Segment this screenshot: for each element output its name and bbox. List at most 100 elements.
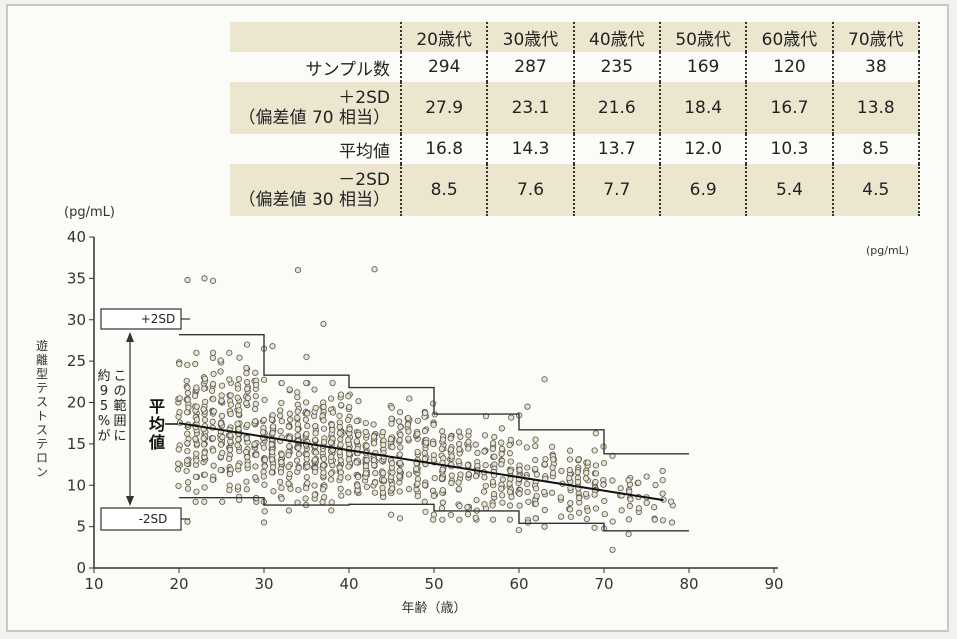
data-point	[659, 490, 666, 497]
data-point	[277, 407, 284, 414]
data-point	[481, 501, 488, 508]
data-point	[600, 481, 607, 488]
data-point	[210, 462, 217, 469]
data-point	[287, 416, 294, 423]
data-point	[355, 431, 362, 438]
data-point	[193, 450, 200, 457]
data-point	[235, 462, 242, 469]
data-point	[583, 469, 590, 476]
range-annotation-char: 範	[113, 399, 126, 414]
data-point	[397, 409, 404, 416]
data-point-outlier	[320, 320, 327, 327]
data-point	[278, 418, 285, 425]
range-annotation-char: %	[98, 414, 110, 429]
data-point	[481, 448, 488, 455]
range-annotation-char: に	[113, 429, 126, 444]
data-point	[304, 463, 311, 470]
data-point	[320, 417, 327, 424]
data-point-outlier	[269, 343, 276, 350]
data-point	[227, 392, 234, 399]
data-point	[447, 435, 454, 442]
data-point	[278, 379, 285, 387]
data-point	[506, 502, 514, 509]
data-point	[261, 508, 268, 515]
data-point	[260, 473, 267, 480]
data-point	[430, 492, 437, 500]
data-point	[396, 459, 404, 467]
data-point	[311, 482, 318, 489]
data-point	[346, 404, 353, 411]
data-point	[371, 462, 378, 469]
data-point	[278, 495, 285, 502]
data-point-outlier	[464, 511, 472, 518]
y-tick-label: 5	[76, 518, 86, 536]
data-point	[210, 396, 217, 403]
data-point	[328, 470, 335, 477]
data-point	[252, 418, 259, 425]
data-point	[576, 509, 583, 516]
data-point	[405, 414, 412, 422]
row-label-sub: （偏差値 70 相当）	[238, 108, 390, 128]
data-point	[396, 436, 403, 444]
data-point	[525, 498, 532, 505]
range-arrow-down-icon	[126, 496, 134, 506]
data-point	[285, 507, 292, 514]
data-point	[643, 499, 650, 507]
table-corner	[230, 22, 402, 52]
data-point	[193, 457, 200, 464]
data-point	[355, 398, 362, 405]
data-point	[575, 456, 582, 463]
data-point	[235, 375, 243, 383]
x-tick-label: 30	[254, 575, 273, 593]
data-point	[312, 404, 319, 412]
data-point	[652, 481, 659, 489]
data-point	[396, 467, 403, 474]
data-point	[286, 443, 293, 450]
x-axis-title: 年齢（歳）	[401, 601, 466, 616]
data-point	[270, 423, 277, 430]
data-point	[448, 453, 455, 460]
data-point	[327, 476, 335, 483]
data-point	[524, 464, 531, 471]
data-point	[533, 471, 540, 478]
data-point	[218, 382, 226, 389]
table-cell: 38	[832, 52, 921, 82]
x-tick-label: 80	[679, 575, 698, 593]
data-point	[591, 491, 598, 498]
data-point	[192, 498, 199, 505]
x-tick-label: 60	[509, 575, 528, 593]
data-point	[601, 497, 608, 505]
data-point	[388, 404, 395, 411]
data-point	[592, 505, 600, 512]
data-point	[499, 492, 506, 499]
x-tick-label: 70	[594, 575, 613, 593]
data-point	[389, 443, 396, 451]
data-point	[337, 485, 344, 492]
data-point	[252, 400, 259, 408]
data-point	[294, 421, 302, 428]
data-point	[508, 414, 515, 421]
data-point	[455, 440, 463, 448]
data-point	[201, 375, 209, 382]
data-point	[506, 516, 513, 523]
row-label: 平均値	[230, 134, 402, 164]
data-point	[516, 466, 523, 473]
data-point	[311, 491, 318, 498]
data-point	[217, 466, 224, 474]
data-point	[507, 468, 514, 475]
data-point	[183, 467, 190, 475]
col-header: 40歳代	[573, 22, 661, 52]
table-cell: 16.7	[746, 82, 834, 134]
data-point	[659, 467, 666, 475]
data-point	[304, 480, 311, 487]
data-point	[421, 427, 429, 435]
data-point	[423, 439, 430, 446]
data-point	[268, 416, 276, 423]
data-point	[277, 427, 284, 435]
data-point	[353, 438, 360, 445]
col-header: 30歳代	[487, 22, 575, 52]
table-cell: 294	[401, 52, 489, 82]
data-point	[626, 502, 633, 510]
data-point	[209, 349, 217, 356]
x-tick-label: 10	[84, 575, 103, 593]
